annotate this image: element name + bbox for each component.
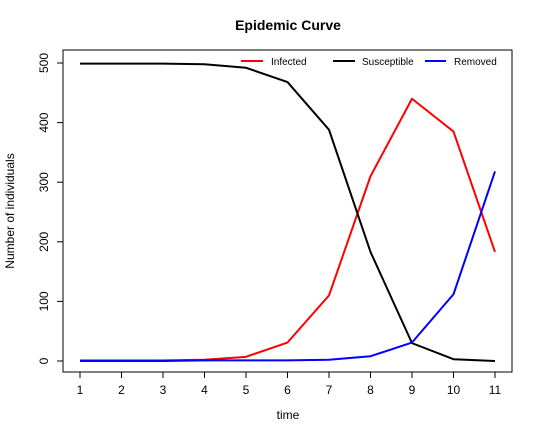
y-tick-label-2: 200 — [37, 231, 51, 251]
x-tick-label-6: 7 — [326, 383, 333, 397]
y-tick-label-4: 400 — [37, 112, 51, 132]
x-tick-label-10: 11 — [489, 383, 502, 397]
legend-label-removed: Removed — [454, 57, 497, 68]
x-tick-label-4: 5 — [243, 383, 250, 397]
x-tick-label-7: 8 — [367, 383, 374, 397]
y-tick-label-0: 0 — [37, 357, 51, 364]
x-axis: 1 2 3 4 5 6 7 8 9 10 11 — [77, 372, 502, 397]
series-line-susceptible — [80, 62, 496, 362]
y-tick-label-5: 500 — [37, 53, 51, 73]
series-line-infected — [80, 97, 496, 362]
x-axis-label: time — [277, 408, 300, 422]
legend-label-susceptible: Susceptible — [362, 57, 414, 68]
x-tick-label-9: 10 — [447, 383, 461, 397]
series-layer — [80, 62, 496, 362]
series-line-removed — [80, 171, 496, 362]
x-tick-label-3: 4 — [201, 383, 208, 397]
y-axis-label: Number of individuals — [3, 153, 17, 268]
x-tick-label-5: 6 — [284, 383, 291, 397]
legend: Infected Susceptible Removed — [241, 57, 497, 68]
x-tick-label-8: 9 — [409, 383, 416, 397]
x-tick-label-1: 2 — [118, 383, 125, 397]
y-axis: 0 100 200 300 400 500 — [37, 53, 63, 364]
y-tick-label-3: 300 — [37, 172, 51, 192]
x-tick-label-0: 1 — [77, 383, 84, 397]
legend-label-infected: Infected — [271, 57, 307, 68]
x-tick-label-2: 3 — [160, 383, 167, 397]
chart-title: Epidemic Curve — [235, 17, 341, 33]
plot-box — [62, 49, 513, 373]
y-tick-label-1: 100 — [37, 291, 51, 311]
